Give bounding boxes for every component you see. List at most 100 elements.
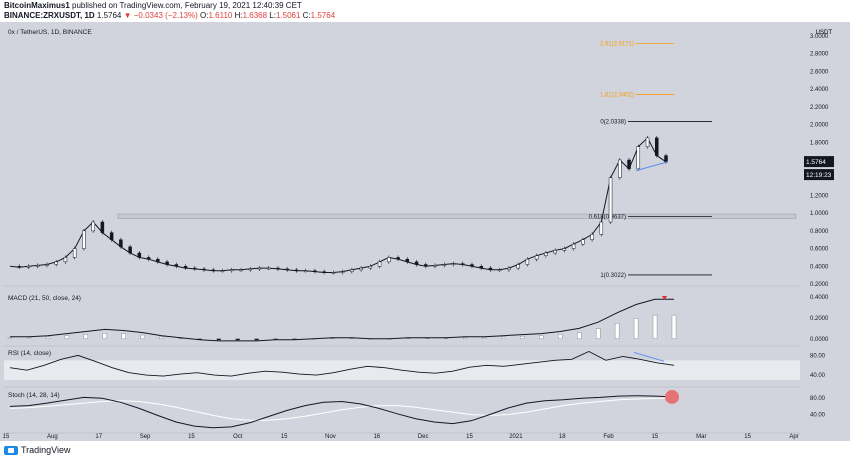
price-tick-label: 0.2000 xyxy=(810,282,829,288)
candle-body xyxy=(497,269,502,272)
candle-body xyxy=(165,261,169,265)
macd-line xyxy=(10,298,674,342)
publish-info: published on TradingView.com, February 1… xyxy=(69,1,302,10)
candle-body xyxy=(359,267,363,271)
macd-histogram-bar xyxy=(463,337,468,339)
candle-body xyxy=(109,232,114,240)
fib-label: 0(2.0338) xyxy=(600,120,626,126)
candle-body xyxy=(534,255,539,260)
rsi-label: RSI (14, close) xyxy=(8,350,51,357)
candle-body xyxy=(248,268,252,271)
macd-histogram-bar xyxy=(558,334,563,339)
candle-body xyxy=(618,159,622,178)
rsi-tick-label: 40.00 xyxy=(810,373,826,379)
macd-tick-label: 0.4000 xyxy=(810,295,829,301)
countdown-box xyxy=(804,169,834,181)
tradingview-icon xyxy=(4,445,18,455)
pane-bg-1 xyxy=(4,292,800,344)
time-tick-label: Apr xyxy=(789,434,798,440)
time-tick-label: Nov xyxy=(325,434,336,440)
low-value: 1.5061 xyxy=(275,11,301,20)
time-tick-label: Dec xyxy=(418,434,429,440)
macd-histogram-bar xyxy=(83,334,89,339)
current-price-tag: 1.5764 12:19:23 xyxy=(804,156,834,181)
candle-body xyxy=(174,264,179,267)
publisher-name[interactable]: BitcoinMaximus1 xyxy=(4,1,70,10)
open-label: O: xyxy=(200,11,209,20)
rsi-tick-label: 80.00 xyxy=(810,353,826,359)
macd-histogram-bar xyxy=(671,314,677,339)
candle-body xyxy=(599,221,604,235)
candle-body xyxy=(645,137,650,147)
pane-bg-3 xyxy=(4,390,800,431)
candle-body xyxy=(211,269,216,272)
candle-body xyxy=(507,267,511,271)
candle-body xyxy=(91,221,95,232)
time-tick-label: 15 xyxy=(3,434,10,440)
candle-body xyxy=(239,269,243,272)
open-value: 1.6110 xyxy=(208,11,233,20)
chart-area[interactable]: 0(2.0338) 0.618(0.9637) 1(0.3022) 1.61(2.34… xyxy=(0,22,850,441)
price-tick-label: 0.6000 xyxy=(810,247,829,253)
price-tick-label: 2.2000 xyxy=(810,105,829,111)
candle-body xyxy=(664,155,668,163)
macd-histogram-bar xyxy=(501,336,506,339)
price-tick-label: 0.4000 xyxy=(810,264,829,270)
time-tick-label: 15 xyxy=(652,434,659,440)
chart-svg[interactable]: 0(2.0338) 0.618(0.9637) 1(0.3022) 1.61(2.34… xyxy=(0,22,850,441)
candle-body xyxy=(627,159,631,170)
macd-histogram-bar xyxy=(482,337,487,339)
candle-body xyxy=(63,257,68,263)
macd-tick-label: 0.2000 xyxy=(810,316,829,322)
fib-ext-label: 2.61(2.9171) xyxy=(600,41,634,47)
stoch-tick-label: 40.00 xyxy=(810,413,826,419)
candle-body xyxy=(35,265,40,267)
macd-histogram-bar xyxy=(614,323,620,339)
candle-body xyxy=(322,271,326,273)
pane-bg-0 xyxy=(4,36,800,284)
brand-label: TradingView xyxy=(21,445,71,455)
macd-histogram-bar xyxy=(633,318,639,339)
chart-title: 0x / TetherUS, 1D, BINANCE xyxy=(8,29,92,36)
high-label: H: xyxy=(234,11,243,20)
candle-body xyxy=(54,261,58,265)
price-unit: USDT xyxy=(816,30,833,36)
macd-histogram-bar xyxy=(254,338,259,341)
candle-body xyxy=(340,271,345,273)
candle-body xyxy=(562,248,567,251)
macd-arrow-icon xyxy=(662,296,667,300)
candle-body xyxy=(442,264,447,266)
candle-body xyxy=(608,177,613,223)
macd-histogram-bar xyxy=(576,332,582,339)
candle-body xyxy=(303,270,308,272)
candle-body xyxy=(331,272,336,274)
candle-body xyxy=(636,146,641,170)
price-tick-label: 2.4000 xyxy=(810,87,829,93)
candle-body xyxy=(377,261,382,267)
price-tick-label: 0.8000 xyxy=(810,229,829,235)
price-tick-label: 3.0000 xyxy=(810,34,829,40)
resistance-zone xyxy=(117,213,797,219)
candle-body xyxy=(220,270,225,272)
macd-tick-label: 0.0000 xyxy=(810,337,829,343)
candle-body xyxy=(396,257,400,260)
stoch-highlight-dot xyxy=(665,389,679,404)
candle-body xyxy=(451,263,456,265)
symbol-line: BINANCE:ZRXUSDT, 1D xyxy=(4,11,95,20)
tradingview-logo[interactable]: TradingView xyxy=(4,445,71,455)
time-tick-label: Aug xyxy=(47,434,58,440)
current-price-box xyxy=(804,156,834,168)
macd-histogram-bar xyxy=(64,335,70,339)
time-tick-label: 16 xyxy=(373,434,380,440)
price-change: ▼ −0.0343 (−2.13%) xyxy=(123,11,198,20)
countdown-value: 12:19:23 xyxy=(806,172,832,179)
candle-body xyxy=(581,239,585,245)
candle-body xyxy=(655,137,659,156)
candle-body xyxy=(460,263,465,265)
candle-body xyxy=(266,267,271,270)
candle-body xyxy=(146,257,151,260)
time-tick-label: 15 xyxy=(281,434,288,440)
time-tick-label: 15 xyxy=(744,434,751,440)
macd-pane: 0.4000 0.2000 0.0000 xyxy=(7,295,829,343)
macd-histogram-bar xyxy=(539,335,544,339)
